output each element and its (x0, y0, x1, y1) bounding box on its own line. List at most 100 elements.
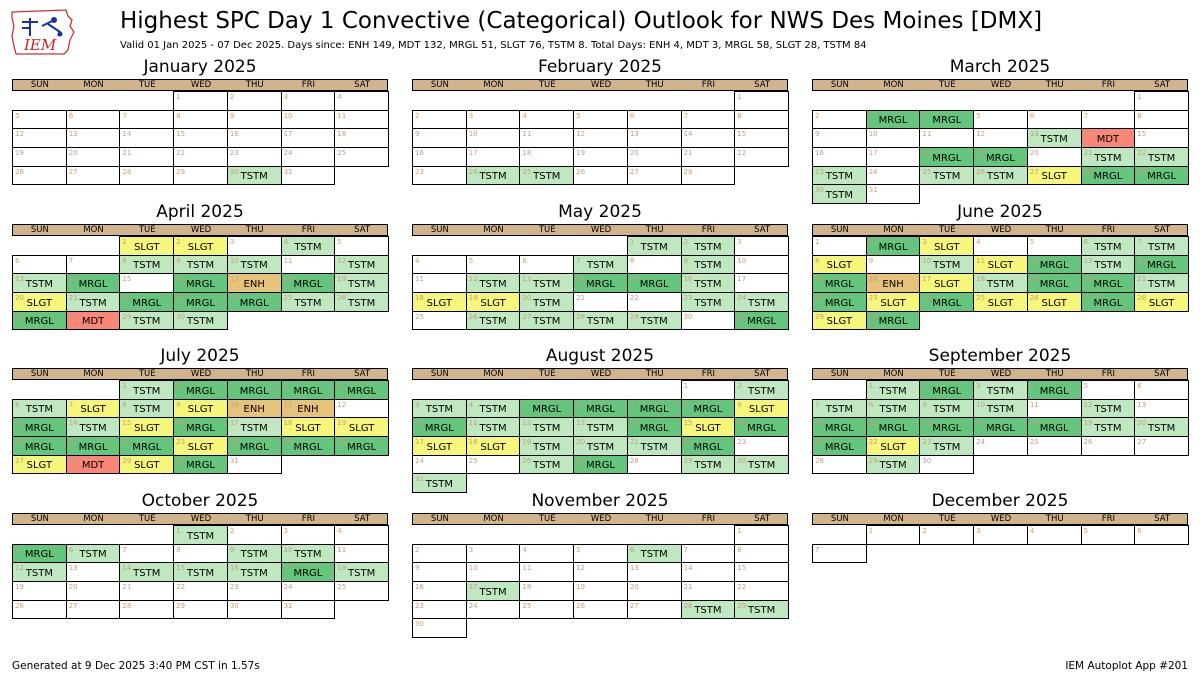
outlook-category-label: TSTM (479, 171, 507, 183)
day-number: 11 (922, 130, 932, 139)
day-cell: 27 (626, 165, 682, 186)
day-number: 15 (737, 130, 747, 139)
day-cell: 14 TSTM (119, 562, 175, 582)
outlook-category-label: MRGL (586, 278, 615, 290)
day-cell: 26 TSTM (973, 165, 1028, 186)
day-cell: 24 (280, 147, 336, 167)
day-cell: 21 (573, 292, 628, 312)
day-number: 25 (976, 294, 986, 302)
day-cell: 1 TSTM (173, 525, 228, 545)
day-cell: 23 MRGL (173, 292, 228, 312)
day-cell: 16 MRGL (734, 417, 789, 437)
day-number: 8 (737, 545, 742, 554)
outlook-category-label: TSTM (533, 460, 561, 472)
day-number: 11 (337, 111, 347, 120)
day-cell: 19 SLGT (465, 292, 521, 312)
day-number: 16 (737, 419, 747, 428)
outlook-category-label: MRGL (186, 422, 215, 434)
outlook-category-label: TSTM (748, 385, 776, 397)
day-number: 14 (683, 564, 693, 573)
day-cell: 24 (865, 165, 921, 186)
weekday-label: TUE (938, 514, 956, 524)
day-number: 17 (229, 419, 239, 428)
day-cell: 7 (812, 543, 867, 564)
day-cell: 28 (812, 454, 867, 475)
day-cell: 1 SLGT (119, 236, 175, 256)
day-cell: 7 TSTM (573, 254, 628, 275)
outlook-category-label: TSTM (133, 567, 161, 579)
weekday-label: WED (590, 514, 612, 524)
day-number: 9 (815, 130, 820, 139)
day-cell: 10 (734, 254, 789, 275)
day-cell: 25 (412, 310, 467, 331)
day-number: 16 (176, 419, 186, 428)
day-cell: 17 TSTM (465, 581, 521, 601)
day-cell: 13 (1134, 398, 1189, 419)
day-number: 22 (683, 438, 693, 446)
day-cell: 23 SLGT (865, 292, 921, 312)
day-cell: 14 (680, 128, 736, 148)
day-cell: 2 (412, 543, 467, 564)
day-number: 19 (337, 419, 347, 428)
outlook-category-label: MRGL (824, 422, 854, 434)
outlook-category-label: TSTM (640, 241, 668, 253)
day-cell: 24 (412, 454, 467, 475)
day-cell: 13 TSTM (519, 273, 575, 293)
day-number: 4 (415, 256, 420, 265)
day-number: 27 (15, 312, 24, 321)
day-cell: 21 MRGL (65, 436, 121, 456)
day-number: 3 (229, 382, 235, 390)
day-number: 27 (576, 456, 586, 465)
weekday-label: SAT (354, 225, 371, 235)
outlook-category-label: TSTM (348, 567, 376, 579)
weekday-label: THU (645, 514, 664, 524)
outlook-category-label: TSTM (933, 404, 961, 416)
outlook-category-label: TSTM (933, 441, 961, 453)
day-cell: 17 (734, 273, 789, 293)
day-cell: 30 (412, 618, 467, 638)
day-number: 6 (15, 400, 20, 409)
day-cell: 15 MRGL (626, 273, 682, 293)
outlook-category-label: TSTM (348, 297, 376, 309)
outlook-category-label: SLGT (1148, 297, 1175, 309)
day-cell: 23 (226, 581, 282, 601)
day-cell: 7 (680, 543, 736, 564)
day-cell: 26 (12, 165, 67, 186)
weekday-label: SAT (1154, 80, 1171, 90)
outlook-category-label: MRGL (1093, 171, 1123, 183)
outlook-category-label: SLGT (187, 241, 214, 253)
day-number: 30 (922, 456, 932, 465)
day-cell: 3 (280, 91, 336, 111)
day-cell: 16 MRGL (173, 417, 228, 437)
weekday-label: THU (1045, 514, 1064, 524)
outlook-category-label: MRGL (639, 278, 669, 290)
day-number: 10 (283, 545, 293, 554)
day-cell: 10 (865, 128, 921, 148)
weekday-header: SUN MON TUE WED THU FRI SAT (12, 368, 388, 380)
day-cell: 11 SLGT (973, 254, 1028, 275)
day-cell: 4 (334, 525, 389, 545)
outlook-category-label: SLGT (134, 422, 160, 434)
day-cell: 6 (1134, 380, 1189, 400)
weekday-label: WED (190, 225, 212, 235)
day-number: 15 (122, 275, 132, 284)
day-cell: 20 (65, 581, 121, 601)
weekday-label: FRI (701, 80, 716, 90)
weekday-label: SUN (430, 369, 449, 379)
day-cell: 24 MRGL (226, 292, 282, 312)
day-number: 21 (576, 294, 586, 302)
month-title: August 2025 (545, 346, 655, 366)
outlook-category-label: TSTM (425, 404, 453, 416)
outlook-category-label: MRGL (132, 297, 162, 309)
day-cell: 22 SLGT (865, 436, 921, 456)
day-cell: 25 TSTM (280, 292, 336, 312)
day-number: 22 (176, 149, 186, 157)
day-cell: 14 (119, 128, 175, 148)
day-number: 6 (576, 400, 581, 409)
day-cell: 28 MDT (65, 454, 121, 475)
outlook-category-label: TSTM (986, 385, 1015, 397)
day-cell: 26 TSTM (465, 310, 521, 331)
day-number: 20 (629, 583, 639, 591)
day-cell: 2 MRGL (173, 380, 228, 400)
day-number: 21 (68, 294, 78, 302)
